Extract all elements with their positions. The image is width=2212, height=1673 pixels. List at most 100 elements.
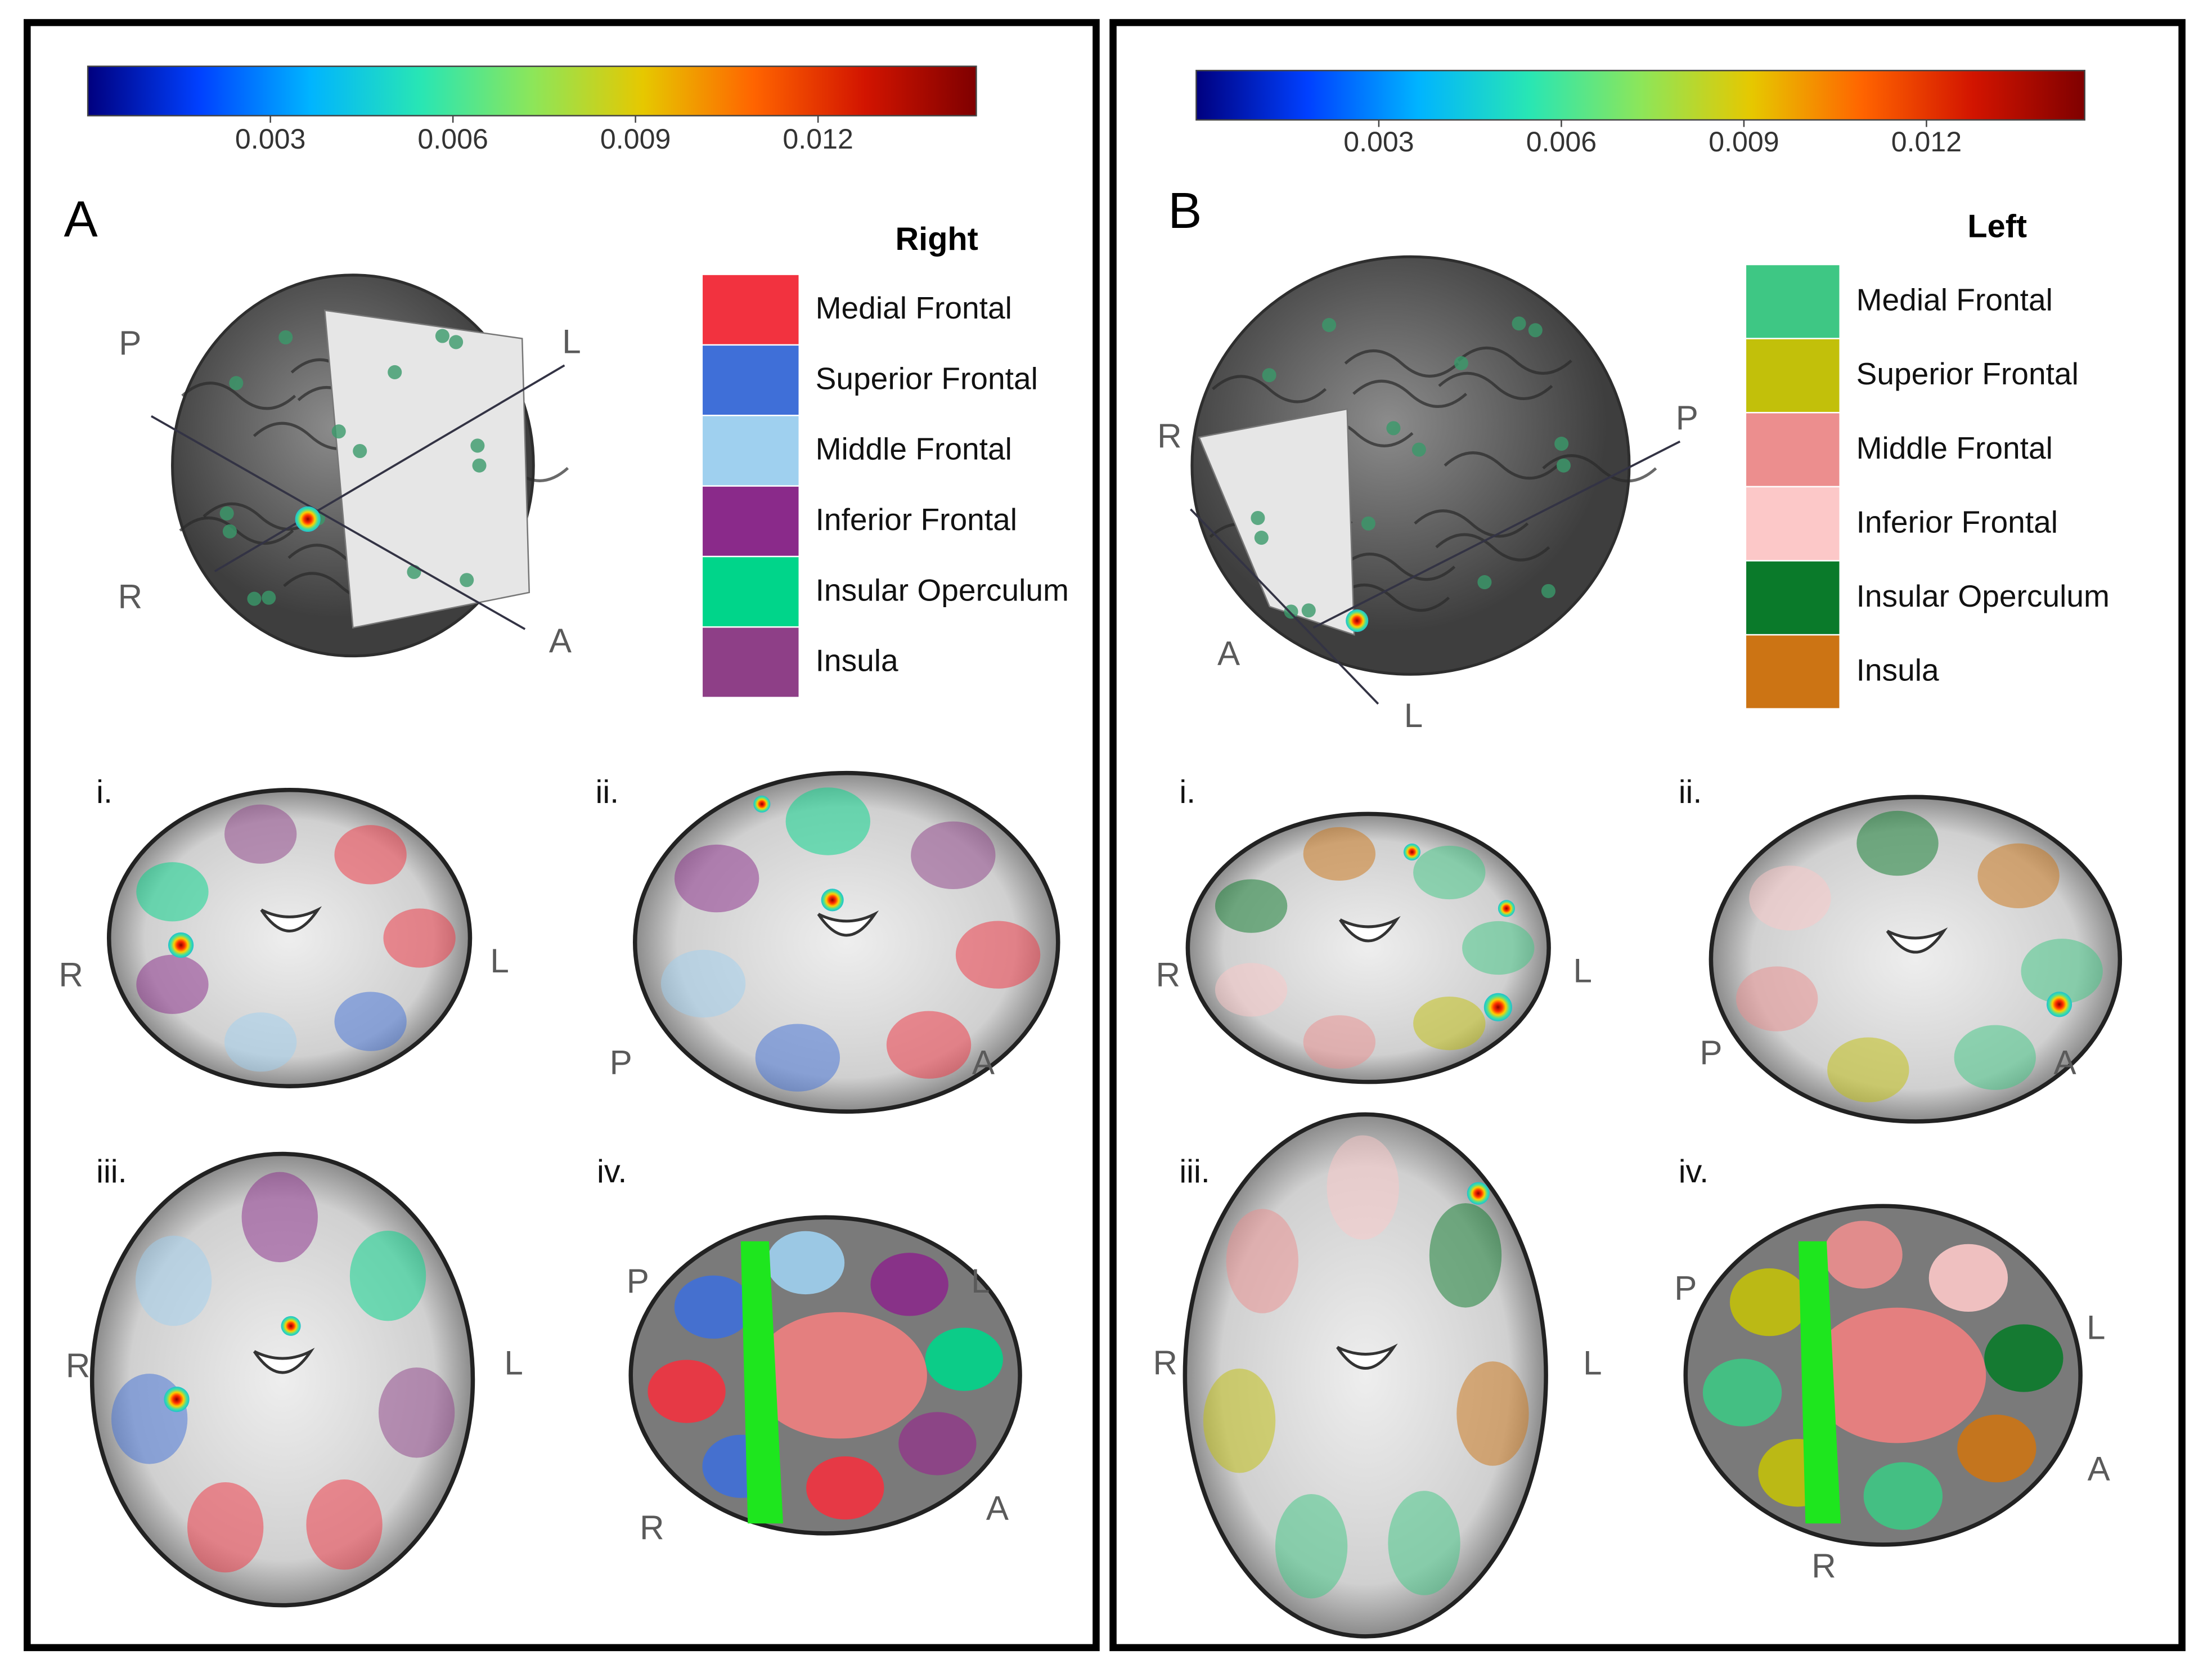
legend-label: Medial Frontal — [1856, 282, 2053, 317]
view-label: iii. — [1179, 1154, 1210, 1190]
panel-frame — [1109, 19, 2186, 1652]
region-overlay — [1303, 1015, 1376, 1069]
region-overlay — [785, 787, 871, 855]
colorbar — [87, 65, 977, 116]
orientation-label: A — [986, 1490, 1009, 1527]
source-dot — [1386, 421, 1401, 436]
region-overlay — [1462, 921, 1535, 975]
colorbar-tick-label: 0.012 — [1891, 126, 1962, 158]
orientation-label: A — [2088, 1450, 2110, 1487]
ventricle — [1886, 927, 1948, 954]
view-label: i. — [96, 774, 113, 810]
source-dot — [1512, 316, 1526, 331]
orientation-label: L — [1404, 697, 1423, 734]
legend-label: Inferior Frontal — [1856, 504, 2058, 539]
region-overlay — [806, 1456, 884, 1520]
legend-label: Insula — [1856, 653, 1939, 688]
colorbar-tick-label: 0.012 — [783, 123, 853, 155]
region-overlay — [1456, 1361, 1529, 1466]
region-overlay — [740, 1241, 783, 1524]
view-label: ii. — [596, 774, 619, 810]
panel-letter: A — [64, 191, 98, 248]
gyrus — [1542, 454, 1657, 483]
hotspot — [1483, 993, 1512, 1021]
ventricle — [1339, 916, 1401, 943]
orientation-label: P — [1676, 399, 1698, 437]
colorbar-tick-label: 0.003 — [1343, 126, 1414, 158]
hotspot — [281, 1316, 301, 1336]
legend-label: Medial Frontal — [816, 290, 1012, 325]
region-overlay — [1226, 1209, 1299, 1313]
source-dot — [1477, 575, 1492, 590]
axis-line — [1190, 508, 1379, 705]
source-dot — [331, 424, 346, 439]
legend-label: Inferior Frontal — [816, 502, 1017, 537]
orientation-label: A — [2054, 1043, 2076, 1081]
region-overlay — [911, 821, 996, 890]
region-overlay — [1327, 1135, 1399, 1240]
source-dot — [1541, 584, 1555, 598]
orientation-label: P — [119, 324, 141, 362]
ventricle — [260, 906, 322, 932]
region-overlay — [2021, 939, 2103, 1004]
source-dot — [1454, 356, 1468, 371]
region-overlay — [378, 1367, 455, 1458]
source-dot — [1301, 603, 1316, 618]
region-overlay — [224, 1012, 297, 1072]
ventricle — [1336, 1343, 1398, 1370]
region-overlay — [648, 1360, 726, 1423]
legend-swatch — [1746, 339, 1840, 412]
orientation-label: R — [66, 1347, 90, 1384]
orientation-label: A — [972, 1043, 995, 1081]
orientation-label: L — [1583, 1344, 1602, 1382]
region-overlay — [334, 992, 407, 1051]
region-overlay — [135, 1235, 212, 1326]
colorbar-tick-label: 0.003 — [235, 123, 305, 155]
hotspot — [2046, 992, 2072, 1017]
source-dot — [222, 524, 237, 539]
cut-face — [1198, 408, 1355, 636]
gyrus — [1212, 375, 1327, 403]
gyrus — [1352, 379, 1468, 408]
legend-swatch — [1746, 635, 1840, 708]
legend-swatch — [703, 275, 799, 344]
orientation-label: R — [640, 1509, 664, 1547]
region-overlay — [752, 1312, 927, 1439]
orientation-label: R — [59, 956, 83, 994]
axis-line — [1312, 440, 1681, 629]
source-dot — [388, 365, 402, 379]
region-overlay — [1749, 865, 1831, 931]
legend-swatch — [703, 627, 799, 697]
region-overlay — [1823, 1221, 1903, 1289]
orientation-label: L — [490, 942, 509, 980]
region-overlay — [674, 1275, 753, 1339]
region-overlay — [1736, 966, 1818, 1031]
colorbar-tick-label: 0.009 — [600, 123, 671, 155]
legend-label: Superior Frontal — [1856, 356, 2079, 391]
orientation-label: R — [118, 578, 142, 616]
hotspot — [295, 506, 321, 532]
legend-swatch — [1746, 487, 1840, 560]
region-overlay — [1388, 1491, 1460, 1595]
orientation-label: P — [1700, 1034, 1722, 1071]
region-overlay — [1856, 810, 1939, 876]
legend-swatch — [1746, 413, 1840, 486]
hotspot — [168, 932, 194, 958]
axis-line — [151, 415, 526, 630]
region-overlay — [1203, 1368, 1276, 1473]
orientation-label: L — [562, 323, 581, 361]
source-dot — [262, 590, 276, 605]
orientation-label: P — [1674, 1270, 1697, 1307]
region-overlay — [383, 908, 456, 968]
region-overlay — [660, 949, 746, 1018]
legend-label: Middle Frontal — [816, 432, 1012, 467]
region-overlay — [1954, 1025, 2036, 1090]
gyrus — [1344, 349, 1459, 378]
region-overlay — [1957, 1414, 2036, 1483]
hotspot — [1498, 900, 1515, 917]
orientation-label: R — [1156, 956, 1180, 994]
region-overlay — [674, 844, 759, 913]
region-overlay — [1429, 1203, 1502, 1308]
hotspot — [1346, 609, 1369, 633]
